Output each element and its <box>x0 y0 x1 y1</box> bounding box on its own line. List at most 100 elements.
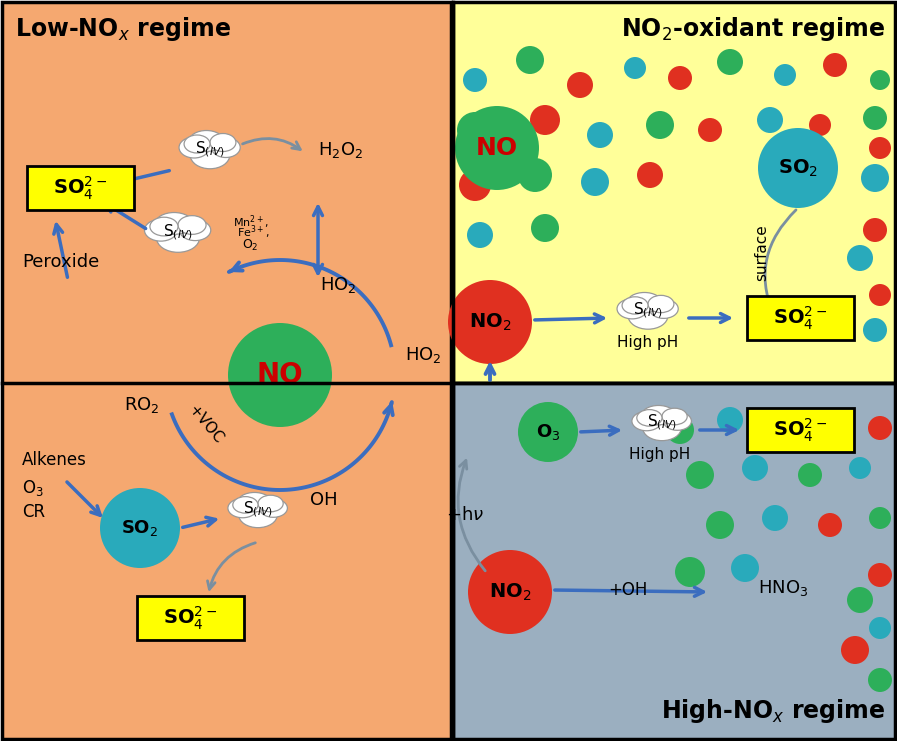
Ellipse shape <box>643 416 681 441</box>
Circle shape <box>774 64 796 86</box>
Ellipse shape <box>627 293 662 313</box>
Ellipse shape <box>648 296 674 313</box>
Circle shape <box>686 461 714 489</box>
Bar <box>453 2 895 383</box>
Circle shape <box>869 507 891 529</box>
Text: +OH: +OH <box>608 581 648 599</box>
Text: O$_2$: O$_2$ <box>242 237 258 253</box>
Ellipse shape <box>179 137 209 158</box>
Circle shape <box>731 554 759 582</box>
Circle shape <box>841 636 869 664</box>
Text: surface: surface <box>754 225 770 282</box>
Circle shape <box>818 513 842 537</box>
Circle shape <box>863 106 887 130</box>
Ellipse shape <box>617 299 648 319</box>
Circle shape <box>624 57 646 79</box>
Circle shape <box>757 107 783 133</box>
Ellipse shape <box>189 130 223 151</box>
Circle shape <box>870 70 890 90</box>
Text: +VOC: +VOC <box>185 403 225 448</box>
Circle shape <box>457 112 493 148</box>
Text: SO$_4^{2-}$: SO$_4^{2-}$ <box>773 305 827 332</box>
Text: S$_{(IV)}$: S$_{(IV)}$ <box>163 222 193 242</box>
Text: S$_{(IV)}$: S$_{(IV)}$ <box>196 139 225 159</box>
Circle shape <box>587 122 613 148</box>
Text: SO$_4^{2-}$: SO$_4^{2-}$ <box>53 174 107 202</box>
Text: S$_{(IV)}$: S$_{(IV)}$ <box>243 499 273 519</box>
Text: Mn$^{2+}$,: Mn$^{2+}$, <box>233 213 269 230</box>
Circle shape <box>778 416 802 440</box>
Circle shape <box>829 409 851 431</box>
Text: SO$_2$: SO$_2$ <box>121 518 159 538</box>
Circle shape <box>637 162 663 188</box>
Text: +h$\nu$: +h$\nu$ <box>446 506 484 524</box>
Circle shape <box>698 118 722 142</box>
Ellipse shape <box>239 502 277 528</box>
Text: Peroxide: Peroxide <box>22 253 100 271</box>
Bar <box>2 2 451 739</box>
Text: NO: NO <box>257 361 303 389</box>
FancyBboxPatch shape <box>136 596 243 640</box>
Circle shape <box>581 168 609 196</box>
Text: High-NO$_x$ regime: High-NO$_x$ regime <box>660 697 885 725</box>
Circle shape <box>467 222 493 248</box>
Circle shape <box>758 128 838 208</box>
Text: HO$_2$: HO$_2$ <box>320 275 357 295</box>
Ellipse shape <box>233 496 258 514</box>
Ellipse shape <box>155 213 193 234</box>
Text: NO$_2$: NO$_2$ <box>469 311 511 333</box>
Text: SO$_4^{2-}$: SO$_4^{2-}$ <box>773 416 827 444</box>
Circle shape <box>869 284 891 306</box>
Text: SO$_4^{2-}$: SO$_4^{2-}$ <box>163 605 217 631</box>
Ellipse shape <box>623 297 648 314</box>
Circle shape <box>847 245 873 271</box>
Text: OH: OH <box>310 491 337 509</box>
Text: O$_3$: O$_3$ <box>22 478 44 498</box>
Text: HO$_2$: HO$_2$ <box>405 345 441 365</box>
Circle shape <box>863 318 887 342</box>
Circle shape <box>567 72 593 98</box>
FancyBboxPatch shape <box>27 166 134 210</box>
Text: Alkenes: Alkenes <box>22 451 87 469</box>
Ellipse shape <box>628 303 667 329</box>
Text: NO$_2$-oxidant regime: NO$_2$-oxidant regime <box>621 15 885 43</box>
Ellipse shape <box>641 405 675 425</box>
Circle shape <box>798 463 822 487</box>
Ellipse shape <box>157 224 199 252</box>
Text: HNO$_3$: HNO$_3$ <box>758 578 808 598</box>
Text: CR: CR <box>22 503 45 521</box>
Circle shape <box>823 53 847 77</box>
Circle shape <box>459 169 491 201</box>
Text: S$_{(IV)}$: S$_{(IV)}$ <box>633 300 663 320</box>
Circle shape <box>675 557 705 587</box>
Circle shape <box>516 46 544 74</box>
Ellipse shape <box>637 410 662 426</box>
Circle shape <box>717 49 743 75</box>
Text: H$_2$O$_2$: H$_2$O$_2$ <box>318 140 363 160</box>
Ellipse shape <box>662 408 687 425</box>
Circle shape <box>518 158 552 192</box>
Ellipse shape <box>190 142 230 169</box>
Ellipse shape <box>179 220 211 241</box>
Ellipse shape <box>259 499 287 517</box>
Ellipse shape <box>238 493 271 512</box>
Circle shape <box>868 668 892 692</box>
FancyBboxPatch shape <box>746 296 854 340</box>
Text: High pH: High pH <box>630 448 691 462</box>
Ellipse shape <box>649 299 678 319</box>
Circle shape <box>668 66 692 90</box>
Ellipse shape <box>178 216 206 234</box>
Ellipse shape <box>184 135 210 153</box>
Circle shape <box>531 214 559 242</box>
Circle shape <box>861 164 889 192</box>
Ellipse shape <box>210 133 236 151</box>
Ellipse shape <box>664 412 692 431</box>
Text: High pH: High pH <box>617 334 679 350</box>
Text: O$_3$: O$_3$ <box>536 422 561 442</box>
Circle shape <box>868 563 892 587</box>
FancyBboxPatch shape <box>746 408 854 452</box>
Circle shape <box>468 550 552 634</box>
Circle shape <box>809 114 831 136</box>
Ellipse shape <box>144 219 178 241</box>
Circle shape <box>463 68 487 92</box>
